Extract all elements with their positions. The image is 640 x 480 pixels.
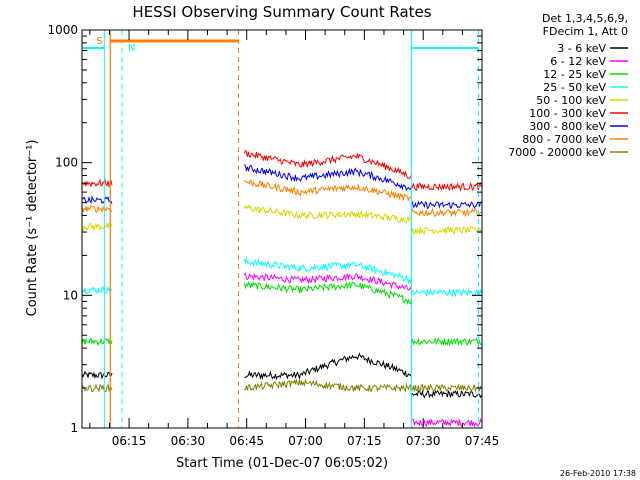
series-line-25-50-kev	[81, 256, 482, 298]
series-line-50-100-kev	[81, 204, 482, 235]
series-line-800-7000-kev	[81, 179, 482, 218]
footer-timestamp: 26-Feb-2010 17:38	[560, 469, 636, 478]
plot-area: SN	[81, 30, 482, 428]
x-tick-label: 07:45	[465, 434, 500, 448]
y-tick-label: 100	[55, 156, 78, 170]
y-axis-label: Count Rate (s⁻¹ detector⁻¹)	[25, 140, 40, 317]
legend-header: FDecim 1, Att 0	[543, 25, 628, 38]
y-tick-label: 1	[70, 421, 78, 435]
annotation-n: N	[128, 43, 135, 54]
axes: 1 10 100 1000 06:15 06:30 06:45 07:00 07:15 07:30…	[47, 23, 499, 448]
x-tick-label: 06:15	[112, 434, 147, 448]
legend-label-6-12-kev: 6 - 12 keV	[550, 55, 606, 68]
x-tick-label: 06:45	[229, 434, 264, 448]
series-line-3-6-kev	[81, 352, 482, 399]
x-tick-label: 06:30	[171, 434, 206, 448]
series-line-7000-20000-kev	[81, 377, 482, 393]
series-line-300-800-kev	[81, 164, 482, 210]
legend-label-25-50-kev: 25 - 50 keV	[543, 81, 606, 94]
x-tick-label: 07:30	[406, 434, 441, 448]
annotation-s: S	[96, 36, 102, 47]
series-line-12-25-kev	[81, 280, 482, 347]
legend-label-3-6-kev: 3 - 6 keV	[557, 42, 606, 55]
legend: Det 1,3,4,5,6,9,FDecim 1, Att 0 3 - 6 keV…	[508, 12, 628, 159]
legend-label-50-100-kev: 50 - 100 keV	[536, 94, 606, 107]
chart-title: HESSI Observing Summary Count Rates	[132, 3, 431, 21]
legend-header: Det 1,3,4,5,6,9,	[542, 12, 628, 25]
plot-frame	[81, 29, 483, 429]
legend-label-7000-20000-kev: 7000 - 20000 keV	[508, 146, 606, 159]
y-tick-label: 10	[63, 288, 78, 302]
x-tick-label: 07:00	[288, 434, 323, 448]
legend-label-100-300-kev: 100 - 300 keV	[529, 107, 606, 120]
legend-label-12-25-kev: 12 - 25 keV	[543, 68, 606, 81]
x-axis-label: Start Time (01-Dec-07 06:05:02)	[176, 456, 388, 471]
y-tick-label: 1000	[47, 23, 78, 37]
series-line-100-300-kev	[81, 149, 482, 192]
legend-label-800-7000-kev: 800 - 7000 keV	[522, 133, 606, 146]
legend-label-300-800-kev: 300 - 800 keV	[529, 120, 606, 133]
x-tick-label: 07:15	[347, 434, 382, 448]
